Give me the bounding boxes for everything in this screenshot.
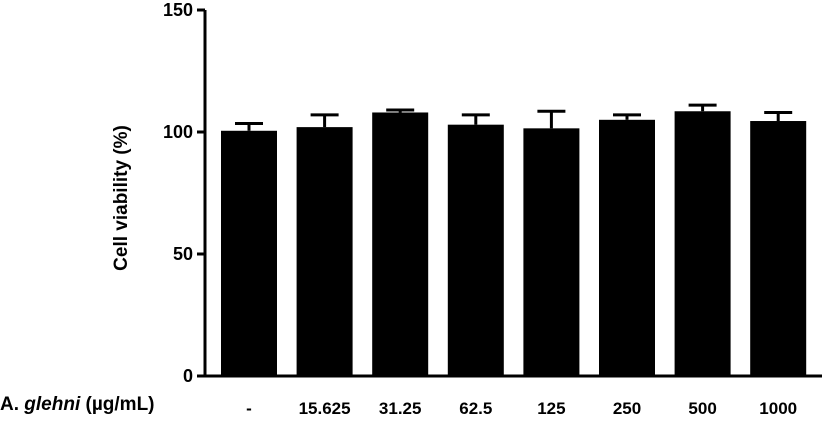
category-label: 31.25 — [379, 399, 422, 418]
y-tick-label: 150 — [163, 0, 193, 20]
y-tick-label: 0 — [183, 366, 193, 386]
y-tick-label: 100 — [163, 122, 193, 142]
category-label: 62.5 — [459, 399, 492, 418]
x-axis-label-unit: (µg/mL) — [80, 394, 155, 415]
bars-group — [221, 111, 807, 377]
category-label: 1000 — [759, 399, 797, 418]
bar — [447, 124, 504, 377]
bar — [750, 121, 807, 377]
x-axis-label: A. glehni (µg/mL) — [0, 394, 155, 416]
category-label: 500 — [688, 399, 716, 418]
bar — [372, 112, 429, 376]
category-label: 15.625 — [299, 399, 351, 418]
category-label: 250 — [613, 399, 641, 418]
bar — [523, 128, 580, 376]
y-tick-label: 50 — [173, 244, 193, 264]
bar — [221, 130, 277, 376]
category-labels: - 15.625 31.25 62.5 125 250 500 1000 — [246, 399, 797, 418]
x-axis-label-prefix: A. — [0, 394, 25, 415]
error-bars-group — [235, 103, 793, 131]
y-axis-label: Cell viability (%) — [111, 125, 132, 271]
category-label: 125 — [537, 399, 565, 418]
category-label: - — [246, 399, 252, 418]
bar — [674, 111, 731, 376]
x-axis-label-species: glehni — [24, 394, 81, 415]
bar — [599, 119, 655, 377]
bar — [296, 127, 353, 377]
